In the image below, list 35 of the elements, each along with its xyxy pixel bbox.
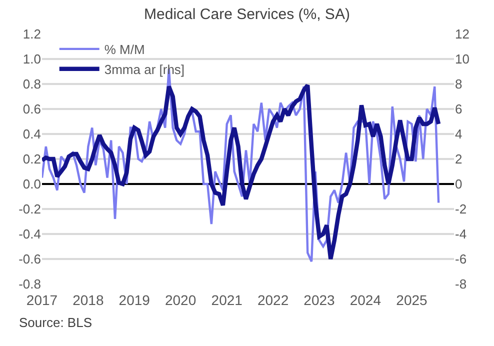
y2-tick-label: -2 [455, 202, 467, 217]
x-tick-label: 2018 [72, 292, 104, 308]
y2-tick-label: -6 [455, 252, 467, 267]
y-tick-label: 0.2 [22, 152, 41, 167]
y-tick-label: 0.4 [22, 126, 41, 142]
legend-label: 3mma ar [rhs] [104, 62, 185, 77]
x-tick-label: 2019 [118, 292, 150, 308]
y-tick-label: 1.0 [22, 52, 41, 67]
x-tick-label: 2025 [396, 292, 428, 308]
x-tick-label: 2024 [350, 292, 382, 308]
y2-tick-label: -4 [455, 226, 467, 242]
y2-tick-label: 12 [455, 26, 470, 42]
y2-tick-label: -8 [455, 276, 467, 292]
y2-tick-label: 4 [455, 126, 462, 142]
x-tick-label: 2017 [26, 292, 58, 308]
y2-tick-label: 6 [455, 102, 462, 117]
y-tick-label: 1.2 [22, 26, 41, 42]
y2-tick-label: 0 [455, 176, 462, 192]
y-tick-label: -0.8 [18, 276, 41, 292]
x-tick-label: 2022 [257, 292, 289, 308]
x-tick-label: 2021 [211, 292, 243, 308]
y-tick-label: 0.6 [22, 102, 41, 117]
y-tick-label: -0.4 [18, 226, 41, 242]
x-tick-label: 2023 [304, 292, 336, 308]
y-tick-label: 0.8 [22, 76, 41, 92]
chart-title: Medical Care Services (%, SA) [144, 6, 350, 24]
legend-label: % M/M [104, 42, 145, 58]
x-tick-label: 2020 [164, 292, 196, 308]
y-tick-label: 0.0 [22, 176, 41, 192]
y2-tick-label: 8 [455, 76, 462, 92]
y2-tick-label: 10 [455, 52, 470, 67]
y-tick-label: -0.2 [18, 202, 41, 217]
y-tick-label: -0.6 [18, 252, 41, 267]
y2-tick-label: 2 [455, 152, 462, 167]
source-note: Source: BLS [19, 315, 92, 330]
